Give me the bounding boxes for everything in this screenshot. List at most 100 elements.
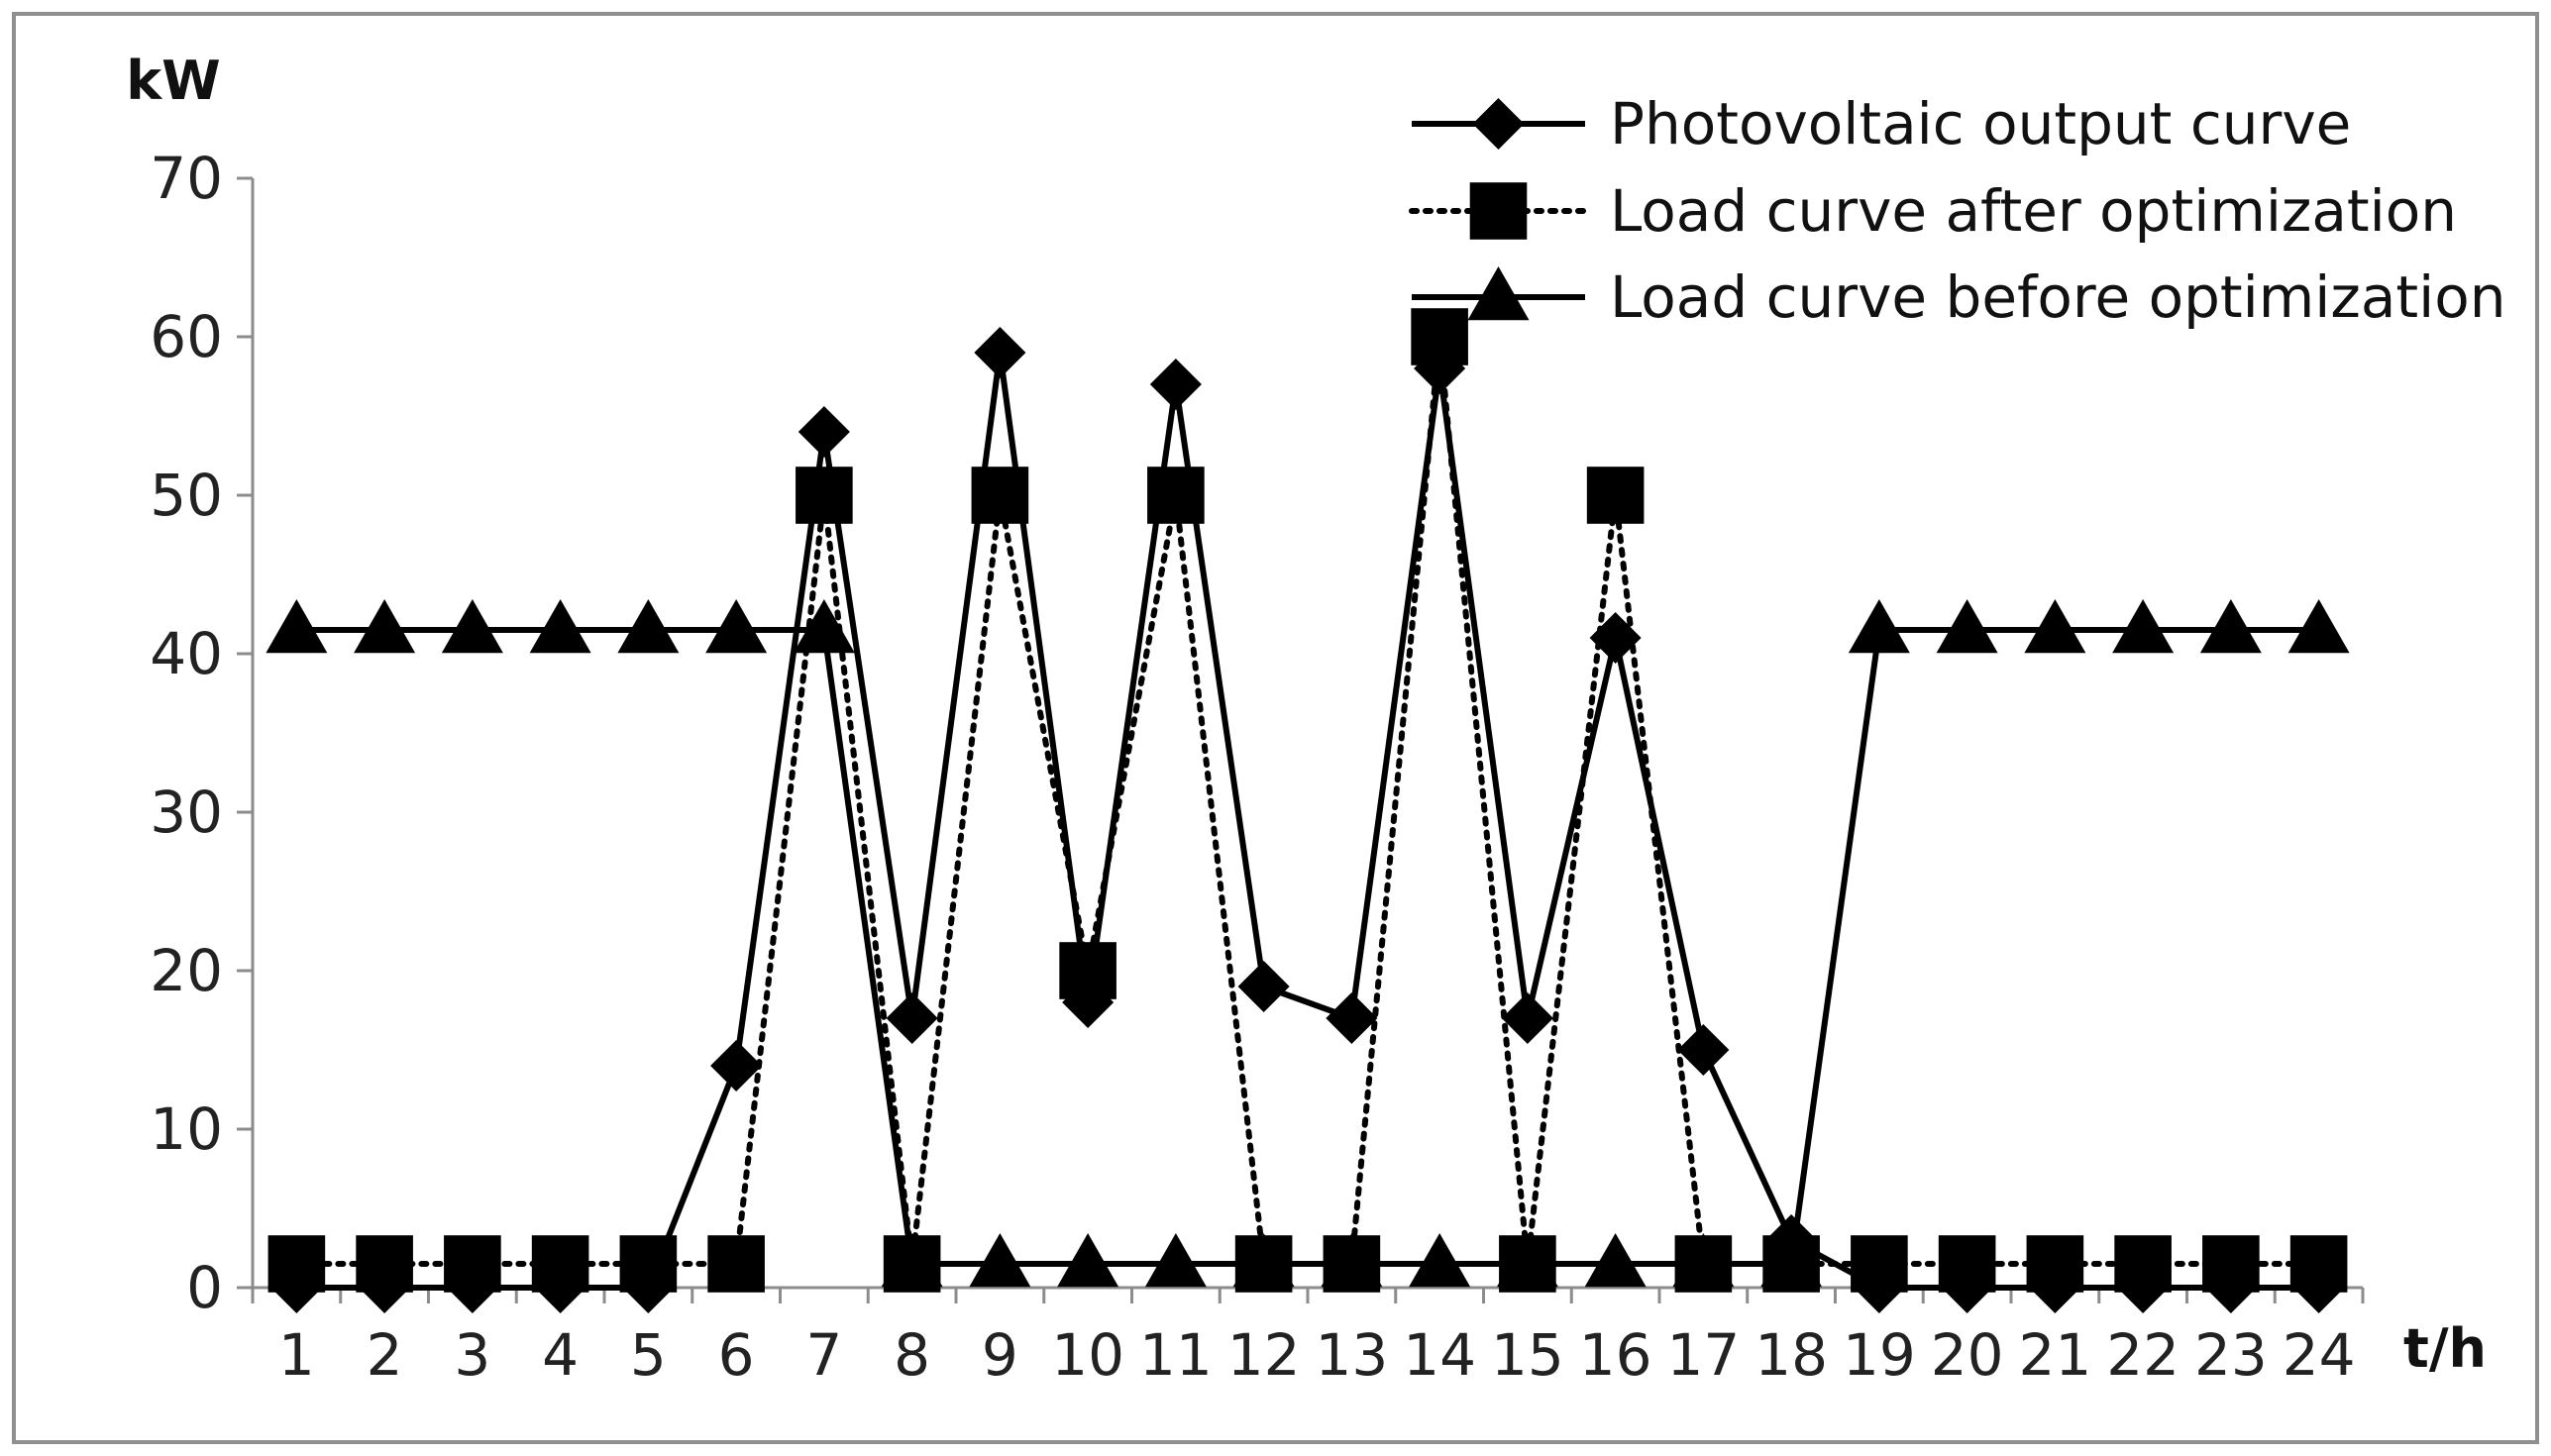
x-tick-label: 4 — [542, 1321, 579, 1389]
data-point — [1499, 1235, 1556, 1293]
series-diamond — [270, 326, 2345, 1314]
x-tick-label: 16 — [1579, 1321, 1652, 1389]
data-point — [883, 1235, 941, 1293]
x-tick-label: 21 — [2018, 1321, 2091, 1389]
data-point — [969, 1233, 1031, 1288]
data-point — [617, 599, 680, 654]
y-tick-label: 30 — [150, 779, 223, 846]
data-point — [1414, 342, 1466, 395]
x-tick-label: 19 — [1843, 1321, 1916, 1389]
series-layer — [266, 308, 2350, 1314]
legend-marker — [1472, 97, 1525, 151]
x-tick-label: 24 — [2283, 1321, 2356, 1389]
x-tick-label: 3 — [454, 1321, 490, 1389]
data-point — [622, 1261, 675, 1314]
y-axis-unit-label: kW — [126, 50, 220, 112]
data-point — [2199, 599, 2262, 654]
data-point — [2204, 1261, 2257, 1314]
data-point — [1501, 991, 1553, 1045]
data-point — [796, 467, 853, 524]
legend-label: Load curve before optimization — [1610, 263, 2505, 331]
data-point — [1144, 1233, 1207, 1288]
data-point — [1057, 1233, 1119, 1288]
data-point — [1323, 1235, 1381, 1293]
legend-marker — [1467, 266, 1530, 321]
data-point — [529, 599, 591, 654]
x-tick-label: 14 — [1403, 1321, 1476, 1389]
data-point — [1848, 599, 1910, 654]
x-tick-label: 7 — [805, 1321, 842, 1389]
data-point — [1936, 599, 1998, 654]
data-point — [1586, 467, 1645, 524]
y-tick-label: 60 — [150, 303, 223, 370]
y-tick-label: 40 — [150, 620, 223, 687]
x-tick-label: 11 — [1139, 1321, 1213, 1389]
series-square — [267, 308, 2348, 1293]
chart-frame — [12, 12, 2539, 1444]
y-tick-label: 0 — [186, 1254, 223, 1321]
x-tick-label: 20 — [1931, 1321, 2004, 1389]
data-point — [2029, 1261, 2081, 1314]
legend: Photovoltaic output curve Load curve afte… — [1409, 90, 2505, 331]
data-point — [2287, 599, 2350, 654]
data-point — [1149, 358, 1202, 411]
x-tick-label: 22 — [2106, 1321, 2179, 1389]
x-tick-label: 13 — [1315, 1321, 1388, 1389]
legend-item: Photovoltaic output curve — [1412, 90, 2351, 157]
y-tick-label: 10 — [150, 1095, 223, 1163]
x-tick-label: 18 — [1754, 1321, 1828, 1389]
data-point — [1062, 976, 1115, 1029]
data-point — [1326, 991, 1378, 1045]
data-point — [2024, 599, 2086, 654]
data-point — [707, 1235, 765, 1293]
x-tick-label: 2 — [367, 1321, 403, 1389]
data-point — [974, 326, 1026, 379]
x-tick-label: 12 — [1227, 1321, 1301, 1389]
data-point — [797, 405, 850, 459]
y-tick-label: 50 — [150, 462, 223, 529]
data-point — [886, 991, 938, 1045]
x-tick-label: 9 — [982, 1321, 1018, 1389]
x-tick-label: 17 — [1666, 1321, 1740, 1389]
data-point — [1589, 611, 1642, 665]
legend-marker — [1469, 182, 1528, 240]
data-point — [1409, 1233, 1471, 1288]
x-tick-label: 10 — [1051, 1321, 1124, 1389]
data-point — [1674, 1235, 1733, 1293]
data-point — [441, 599, 503, 654]
x-tick-label: 15 — [1491, 1321, 1564, 1389]
data-point — [446, 1261, 498, 1314]
x-axis-unit-label: t/h — [2403, 1317, 2487, 1380]
x-tick-label: 6 — [718, 1321, 755, 1389]
legend-label: Load curve after optimization — [1610, 177, 2457, 245]
data-point — [2292, 1261, 2345, 1314]
x-tick-label: 1 — [278, 1321, 315, 1389]
data-point — [2117, 1261, 2170, 1314]
data-point — [1853, 1261, 1905, 1314]
y-tick-label: 70 — [150, 145, 223, 212]
data-point — [270, 1261, 323, 1314]
data-point — [705, 599, 768, 654]
legend-label: Photovoltaic output curve — [1610, 90, 2351, 157]
y-tick-label: 20 — [150, 937, 223, 1004]
x-tick-label: 5 — [630, 1321, 667, 1389]
data-point — [266, 599, 328, 654]
data-point — [1237, 960, 1290, 1013]
data-point — [1234, 1235, 1293, 1293]
x-tick-label: 23 — [2194, 1321, 2268, 1389]
data-point — [1677, 1023, 1730, 1077]
data-point — [1584, 1233, 1647, 1288]
data-point — [2112, 599, 2175, 654]
data-point — [354, 599, 416, 654]
data-point — [359, 1261, 411, 1314]
data-point — [1941, 1261, 1993, 1314]
data-point — [1765, 1213, 1818, 1267]
data-point — [710, 1039, 763, 1092]
data-point — [534, 1261, 586, 1314]
x-tick-label: 8 — [894, 1321, 930, 1389]
legend-item: Load curve after optimization — [1409, 177, 2457, 245]
legend-item: Load curve before optimization — [1412, 263, 2505, 331]
